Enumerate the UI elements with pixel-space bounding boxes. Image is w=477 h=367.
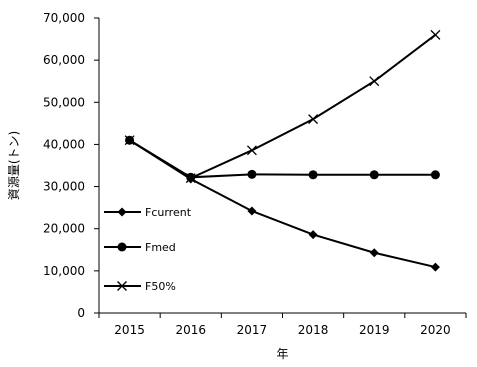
series-markers xyxy=(124,29,441,272)
x-axis-title: 年 xyxy=(276,347,288,361)
series-line-f50 xyxy=(129,34,437,180)
data-point-fmed xyxy=(430,170,440,180)
data-point-fmed xyxy=(369,170,379,180)
x-tick-label: 2015 xyxy=(114,323,145,337)
legend-item-f50: F50% xyxy=(104,280,176,293)
data-point-f50 xyxy=(246,145,257,156)
series-line-fmed xyxy=(129,139,436,179)
legend-label: F50% xyxy=(145,280,176,293)
legend-item-fcurrent: Fcurrent xyxy=(104,206,192,219)
data-point-f50 xyxy=(430,29,441,40)
data-point-fcurrent xyxy=(369,248,379,258)
y-tick-label: 40,000 xyxy=(43,137,85,151)
y-tick-label: 60,000 xyxy=(43,53,85,67)
data-point-f50 xyxy=(185,173,196,184)
data-point-fmed xyxy=(308,170,318,180)
data-point-f50 xyxy=(124,135,135,146)
x-axis-ticks: 2015 2016 2017 2018 2019 2020 xyxy=(98,313,467,337)
x-tick-label: 2017 xyxy=(237,323,268,337)
x-tick-label: 2016 xyxy=(175,323,206,337)
data-point-fmed xyxy=(247,169,257,179)
legend-item-fmed: Fmed xyxy=(104,241,176,254)
data-point-fcurrent xyxy=(247,206,257,216)
legend-marker xyxy=(117,207,127,217)
legend-marker xyxy=(117,281,127,291)
y-tick-label: 50,000 xyxy=(43,95,85,109)
data-point-f50 xyxy=(369,76,380,87)
y-tick-label: 70,000 xyxy=(43,11,85,25)
y-tick-label: 0 xyxy=(77,306,85,320)
y-tick-label: 20,000 xyxy=(43,222,85,236)
series-lines xyxy=(129,34,437,269)
y-tick-label: 10,000 xyxy=(43,264,85,278)
legend: Fcurrent Fmed F50% xyxy=(104,206,192,293)
y-axis-title: 資源量(トン) xyxy=(7,131,21,200)
data-point-fcurrent xyxy=(430,262,440,272)
y-axis-ticks: 0 10,000 20,000 30,000 40,000 50,000 60,000 70,… xyxy=(43,11,99,320)
legend-marker xyxy=(117,242,127,252)
x-tick-label: 2019 xyxy=(359,323,390,337)
x-tick-label: 2020 xyxy=(420,323,451,337)
x-tick-label: 2018 xyxy=(298,323,329,337)
data-point-fcurrent xyxy=(308,230,318,240)
y-tick-label: 30,000 xyxy=(43,180,85,194)
legend-label: Fmed xyxy=(145,241,176,254)
legend-label: Fcurrent xyxy=(145,206,192,219)
axes xyxy=(98,18,466,314)
data-point-f50 xyxy=(308,114,319,125)
